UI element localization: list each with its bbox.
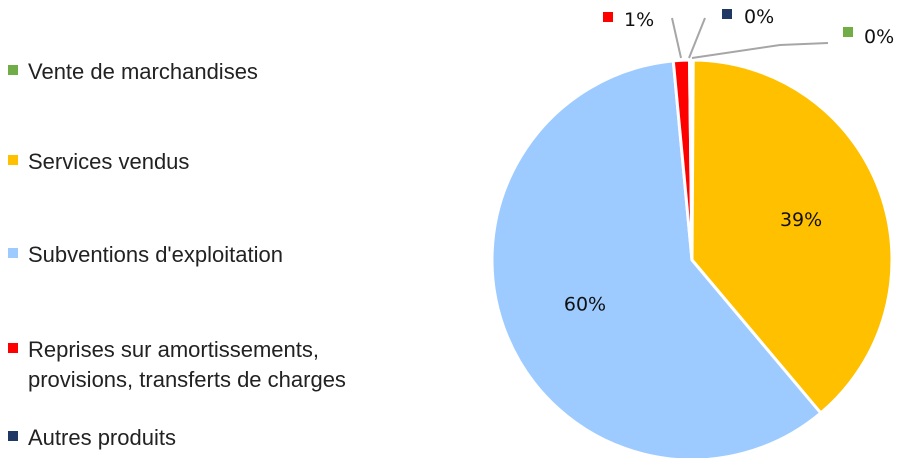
data-label-vente-de-marchandises: 0% xyxy=(864,26,894,48)
legend-item-autres-produits: Autres produits xyxy=(8,423,176,453)
label-marker-reprises-sur-amortissements xyxy=(603,12,613,22)
data-label-services-vendus: 39% xyxy=(780,209,822,231)
leader-line-reprises-sur-amortissements xyxy=(671,17,682,59)
data-label-autres-produits: 0% xyxy=(744,6,774,28)
legend-swatch xyxy=(8,155,18,165)
legend-label: Subventions d'exploitation xyxy=(28,242,283,267)
leader-line-vente-de-marchandises xyxy=(691,42,829,59)
legend-label: Vente de marchandises xyxy=(28,59,258,84)
data-labels: 0% 39% 60% 1% 0% xyxy=(564,6,894,315)
leader-lines xyxy=(671,17,829,59)
legend-item-vente-de-marchandises: Vente de marchandises xyxy=(8,57,258,87)
legend-label: Reprises sur amortissements, provisions,… xyxy=(28,337,346,392)
legend-swatch xyxy=(8,248,18,258)
legend-swatch xyxy=(8,65,18,75)
legend-label: Services vendus xyxy=(28,149,190,174)
legend: Vente de marchandises Services vendus Su… xyxy=(8,0,448,458)
legend-item-subventions-d-exploitation: Subventions d'exploitation xyxy=(8,240,283,270)
legend-swatch xyxy=(8,431,18,441)
pie-slice-autres-produits xyxy=(687,58,694,261)
data-label-subventions-d-exploitation: 60% xyxy=(564,293,606,315)
label-marker-vente-de-marchandises xyxy=(843,27,853,37)
legend-label: Autres produits xyxy=(28,425,176,450)
leader-line-autres-produits xyxy=(688,17,706,59)
pie-slice-services-vendus xyxy=(690,58,894,416)
legend-swatch xyxy=(8,343,18,353)
legend-item-reprises-sur-amortissements: Reprises sur amortissements, provisions,… xyxy=(8,335,346,395)
pie-slices xyxy=(490,58,894,458)
legend-item-services-vendus: Services vendus xyxy=(8,147,189,177)
label-marker-autres-produits xyxy=(722,9,732,19)
data-label-reprises-sur-amortissements: 1% xyxy=(624,9,654,31)
